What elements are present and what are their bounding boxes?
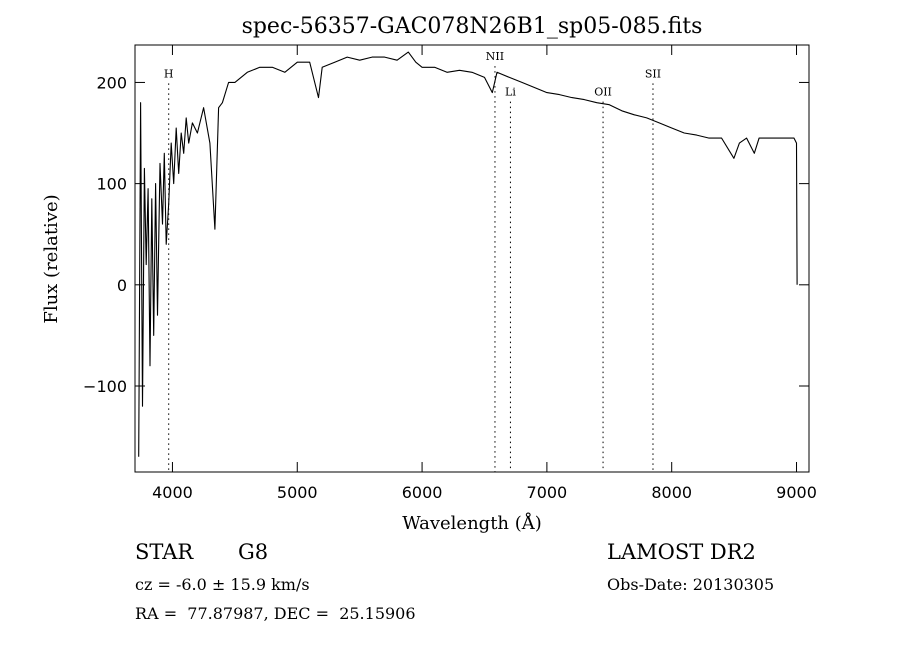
spectrum-series (138, 51, 798, 457)
y-axis-label: Flux (relative) (41, 194, 62, 323)
y-tick-label: 0 (117, 276, 127, 295)
observation-date: Obs-Date: 20130305 (607, 575, 775, 594)
redshift-velocity: cz = -6.0 ± 15.9 km/s (135, 575, 310, 594)
line-label-oii: OII (594, 86, 612, 99)
plot-frame (134, 44, 810, 473)
axis-ticks: 4000 5000 6000 7000 8000 9000 −100 0 100 200 (83, 45, 817, 502)
line-label-li: Li (505, 86, 516, 99)
line-label-nii: NII (486, 50, 504, 63)
line-label-h: H (164, 67, 174, 80)
x-tick-label: 8000 (651, 483, 692, 502)
x-tick-label: 6000 (402, 483, 443, 502)
survey-name: LAMOST DR2 (607, 540, 756, 564)
spectral-lines: H NII Li OII SII (164, 50, 661, 472)
y-tick-label: −100 (83, 377, 127, 396)
x-tick-label: 5000 (277, 483, 318, 502)
line-label-sii: SII (645, 67, 661, 80)
x-axis-label: Wavelength (Å) (402, 512, 542, 534)
x-tick-label: 4000 (152, 483, 193, 502)
object-type: STAR (135, 540, 194, 564)
chart-title: spec-56357-GAC078N26B1_sp05-085.fits (242, 14, 703, 39)
y-tick-label: 200 (96, 73, 127, 92)
x-tick-label: 9000 (776, 483, 817, 502)
plot-border (134, 44, 810, 473)
y-tick-label: 100 (96, 175, 127, 194)
x-tick-label: 7000 (527, 483, 568, 502)
ra-dec-coordinates: RA = 77.87987, DEC = 25.15906 (135, 604, 416, 623)
object-subclass: G8 (238, 540, 269, 564)
spectrum-line (138, 51, 798, 457)
